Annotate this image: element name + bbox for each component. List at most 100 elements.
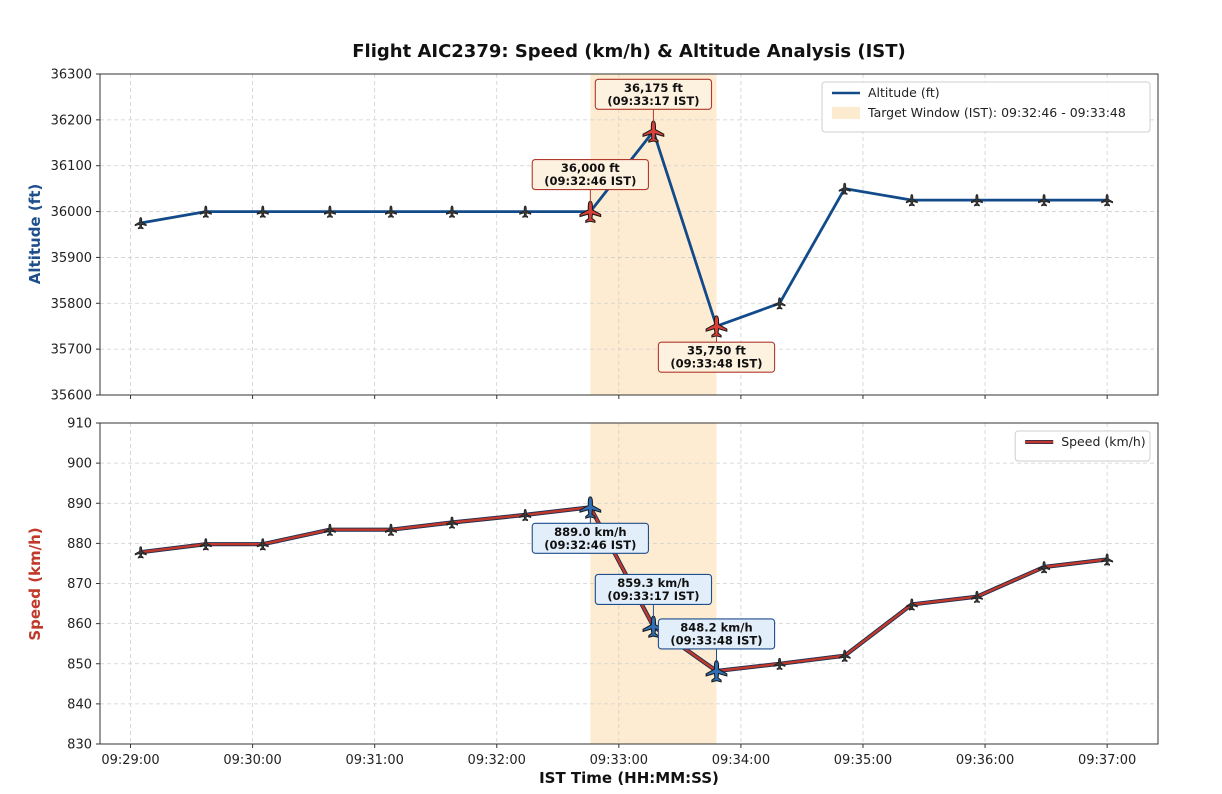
speed-ytick-label: 840 bbox=[67, 697, 92, 712]
speed-annotation-value: 859.3 km/h bbox=[617, 576, 689, 590]
altitude-data-point bbox=[773, 297, 786, 310]
speed-data-point bbox=[199, 538, 212, 551]
altitude-data-point bbox=[199, 205, 212, 218]
altitude-data-point bbox=[256, 205, 269, 218]
speed-data-point-shape bbox=[323, 523, 336, 536]
altitude-data-point bbox=[134, 217, 147, 230]
speed-data-point bbox=[256, 538, 269, 551]
altitude-y-axis-label: Altitude (ft) bbox=[26, 184, 44, 284]
speed-data-point bbox=[838, 649, 851, 662]
speed-annotation: 848.2 km/h(09:33:48 IST) bbox=[657, 618, 776, 663]
altitude-annotation-value: 35,750 ft bbox=[687, 344, 746, 358]
altitude-data-point-shape bbox=[1101, 194, 1114, 207]
altitude-data-point-shape bbox=[1038, 194, 1050, 207]
speed-data-point bbox=[1101, 553, 1114, 566]
altitude-annotation-box bbox=[594, 78, 713, 110]
speed-data-point-shape bbox=[970, 590, 983, 604]
altitude-ytick-label: 36000 bbox=[51, 205, 92, 220]
altitude-data-point bbox=[323, 205, 336, 218]
speed-highlight-marker bbox=[705, 660, 728, 683]
altitude-data-point bbox=[838, 182, 851, 195]
speed-annotation-value: 848.2 km/h bbox=[680, 620, 752, 634]
altitude-data-point-shape bbox=[838, 182, 851, 195]
speed-data-point-shape bbox=[519, 508, 532, 522]
speed-data-point-shape bbox=[1038, 561, 1050, 574]
x-axis-label: IST Time (HH:MM:SS) bbox=[539, 769, 719, 787]
altitude-ytick-label: 35900 bbox=[51, 251, 92, 266]
speed-legend-label: Speed (km/h) bbox=[1061, 434, 1145, 449]
speed-axes-frame bbox=[99, 422, 1159, 745]
chart-title: Flight AIC2379: Speed (km/h) & Altitude … bbox=[352, 41, 906, 62]
altitude-highlight-marker-shape bbox=[579, 200, 602, 224]
speed-panel: 830 840 850 860 870 880 890 900 910 09:29:00 09:30… bbox=[26, 417, 1159, 768]
altitude-highlight-marker bbox=[642, 120, 665, 143]
speed-annotation: 889.0 km/h(09:32:46 IST) bbox=[531, 515, 649, 554]
altitude-ytick-label: 36300 bbox=[51, 68, 92, 83]
speed-data-point-shape bbox=[199, 538, 212, 551]
altitude-ytick-label: 35800 bbox=[51, 297, 92, 312]
speed-data-point bbox=[1038, 561, 1050, 574]
speed-highlight-marker bbox=[642, 615, 665, 638]
speed-xtick-label: 09:34:00 bbox=[712, 753, 770, 768]
speed-annotation-box bbox=[594, 573, 713, 605]
speed-y-axis-label: Speed (km/h) bbox=[26, 527, 44, 640]
altitude-data-point-shape bbox=[323, 205, 336, 218]
altitude-data-point bbox=[385, 205, 397, 218]
speed-data-point-shape bbox=[134, 546, 147, 559]
altitude-data-point bbox=[446, 205, 458, 218]
speed-annotation-time: (09:32:46 IST) bbox=[544, 538, 636, 552]
speed-data-point-shape bbox=[446, 516, 458, 529]
speed-highlight-marker-shape bbox=[705, 660, 728, 683]
altitude-annotation-box bbox=[657, 341, 776, 373]
speed-xtick-label: 09:33:00 bbox=[590, 753, 648, 768]
altitude-annotation-time: (09:33:17 IST) bbox=[607, 94, 699, 108]
altitude-data-point-shape bbox=[134, 217, 147, 230]
speed-xtick-label: 09:35:00 bbox=[834, 753, 892, 768]
speed-xtick-label: 09:32:00 bbox=[468, 753, 526, 768]
altitude-panel: 35600 35700 35800 35900 36000 36100 36200 36300… bbox=[26, 68, 1159, 404]
altitude-annotation-box bbox=[531, 159, 649, 191]
altitude-data-point-shape bbox=[970, 194, 983, 207]
speed-ytick-label: 910 bbox=[67, 417, 92, 432]
speed-data-point bbox=[323, 523, 336, 536]
altitude-data-point-shape bbox=[519, 205, 532, 218]
altitude-annotation-value: 36,175 ft bbox=[624, 81, 683, 95]
speed-highlight-marker-shape bbox=[642, 615, 665, 638]
speed-data-point bbox=[773, 657, 786, 671]
altitude-ytick-label: 36100 bbox=[51, 159, 92, 174]
altitude-data-point-shape bbox=[446, 205, 458, 218]
altitude-ytick-label: 36200 bbox=[51, 113, 92, 128]
altitude-data-point-shape bbox=[773, 297, 786, 310]
speed-ytick-label: 890 bbox=[67, 497, 92, 512]
speed-xtick-label: 09:31:00 bbox=[345, 753, 403, 768]
speed-ytick-label: 880 bbox=[67, 537, 92, 552]
speed-data-point-shape bbox=[385, 523, 397, 536]
speed-ytick-label: 850 bbox=[67, 657, 92, 672]
speed-ytick-label: 860 bbox=[67, 617, 92, 632]
altitude-ytick-label: 35600 bbox=[51, 389, 92, 404]
speed-data-point-shape bbox=[838, 649, 851, 662]
speed-data-point bbox=[519, 508, 532, 522]
altitude-highlight-marker bbox=[579, 200, 602, 224]
speed-annotation: 859.3 km/h(09:33:17 IST) bbox=[594, 573, 713, 619]
speed-annotation-time: (09:33:48 IST) bbox=[670, 633, 762, 647]
speed-ytick-label: 870 bbox=[67, 577, 92, 592]
altitude-data-point bbox=[1038, 194, 1050, 207]
speed-legend: Speed (km/h) bbox=[1014, 430, 1151, 462]
altitude-legend-label: Altitude (ft) bbox=[868, 85, 940, 100]
altitude-legend-label: Target Window (IST): 09:32:46 - 09:33:48 bbox=[867, 105, 1126, 120]
altitude-annotation: 35,750 ft(09:33:48 IST) bbox=[657, 334, 776, 373]
altitude-annotation-time: (09:32:46 IST) bbox=[544, 174, 636, 188]
speed-xtick-label: 09:30:00 bbox=[223, 753, 281, 768]
speed-annotation-time: (09:33:17 IST) bbox=[607, 589, 699, 603]
speed-data-point-shape bbox=[773, 657, 786, 671]
speed-ytick-label: 900 bbox=[67, 457, 92, 472]
altitude-data-point bbox=[1101, 194, 1114, 207]
speed-xtick-label: 09:36:00 bbox=[956, 753, 1014, 768]
altitude-data-point-shape bbox=[256, 205, 269, 218]
speed-data-point bbox=[970, 590, 983, 604]
altitude-axes-frame bbox=[99, 73, 1159, 396]
speed-annotation-box bbox=[657, 618, 776, 650]
speed-legend-frame bbox=[1014, 430, 1151, 462]
